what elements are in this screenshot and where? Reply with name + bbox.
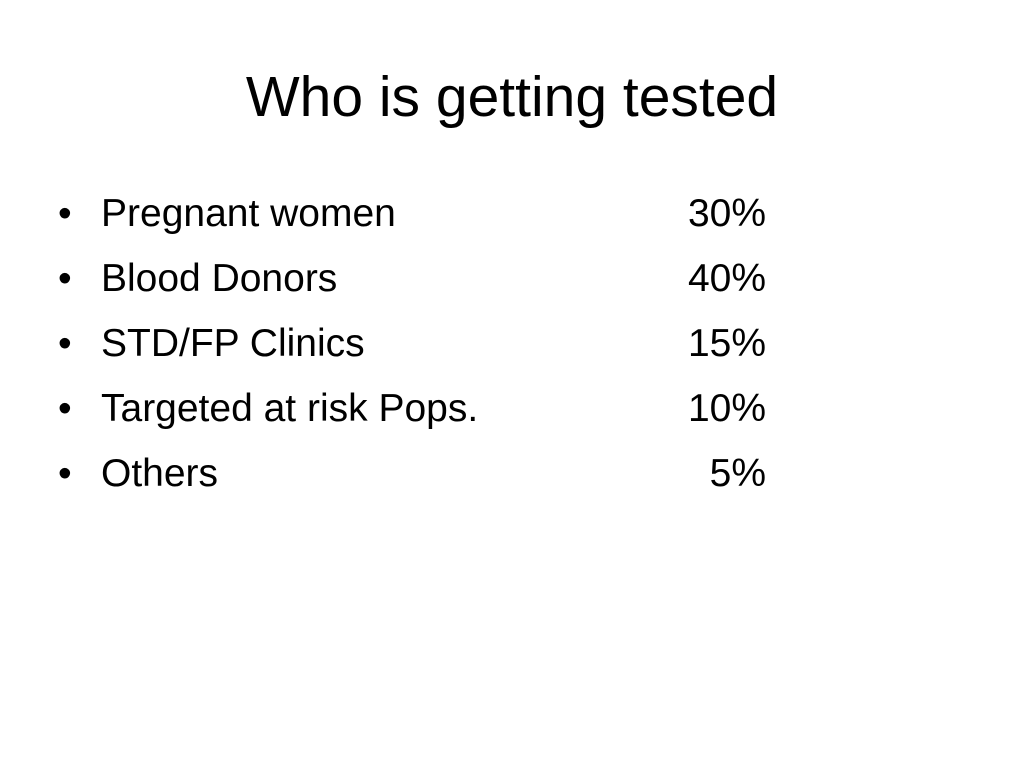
item-label: Others bbox=[101, 452, 219, 495]
item-percentage: 15% bbox=[687, 322, 766, 365]
list-item: • Others 5% bbox=[58, 451, 778, 516]
bullet-icon: • bbox=[58, 452, 72, 495]
bullet-icon: • bbox=[58, 192, 72, 235]
item-label: Blood Donors bbox=[101, 257, 338, 300]
list-item: • STD/FP Clinics 15% bbox=[58, 321, 778, 386]
list-item: • Pregnant women 30% bbox=[58, 191, 778, 256]
item-label: Pregnant women bbox=[101, 192, 396, 235]
bullet-icon: • bbox=[58, 257, 72, 300]
item-label: Targeted at risk Pops. bbox=[101, 387, 479, 430]
bullet-icon: • bbox=[58, 387, 72, 430]
bullet-list: • Pregnant women 30% • Blood Donors 40% … bbox=[58, 191, 778, 516]
list-item: • Targeted at risk Pops. 10% bbox=[58, 386, 778, 451]
item-percentage: 10% bbox=[687, 387, 766, 430]
bullet-icon: • bbox=[58, 322, 72, 365]
item-percentage: 40% bbox=[687, 257, 766, 300]
item-percentage: 30% bbox=[687, 192, 766, 235]
list-item: • Blood Donors 40% bbox=[58, 256, 778, 321]
item-label: STD/FP Clinics bbox=[101, 322, 365, 365]
slide-title: Who is getting tested bbox=[245, 65, 779, 129]
item-percentage: 5% bbox=[709, 452, 766, 495]
